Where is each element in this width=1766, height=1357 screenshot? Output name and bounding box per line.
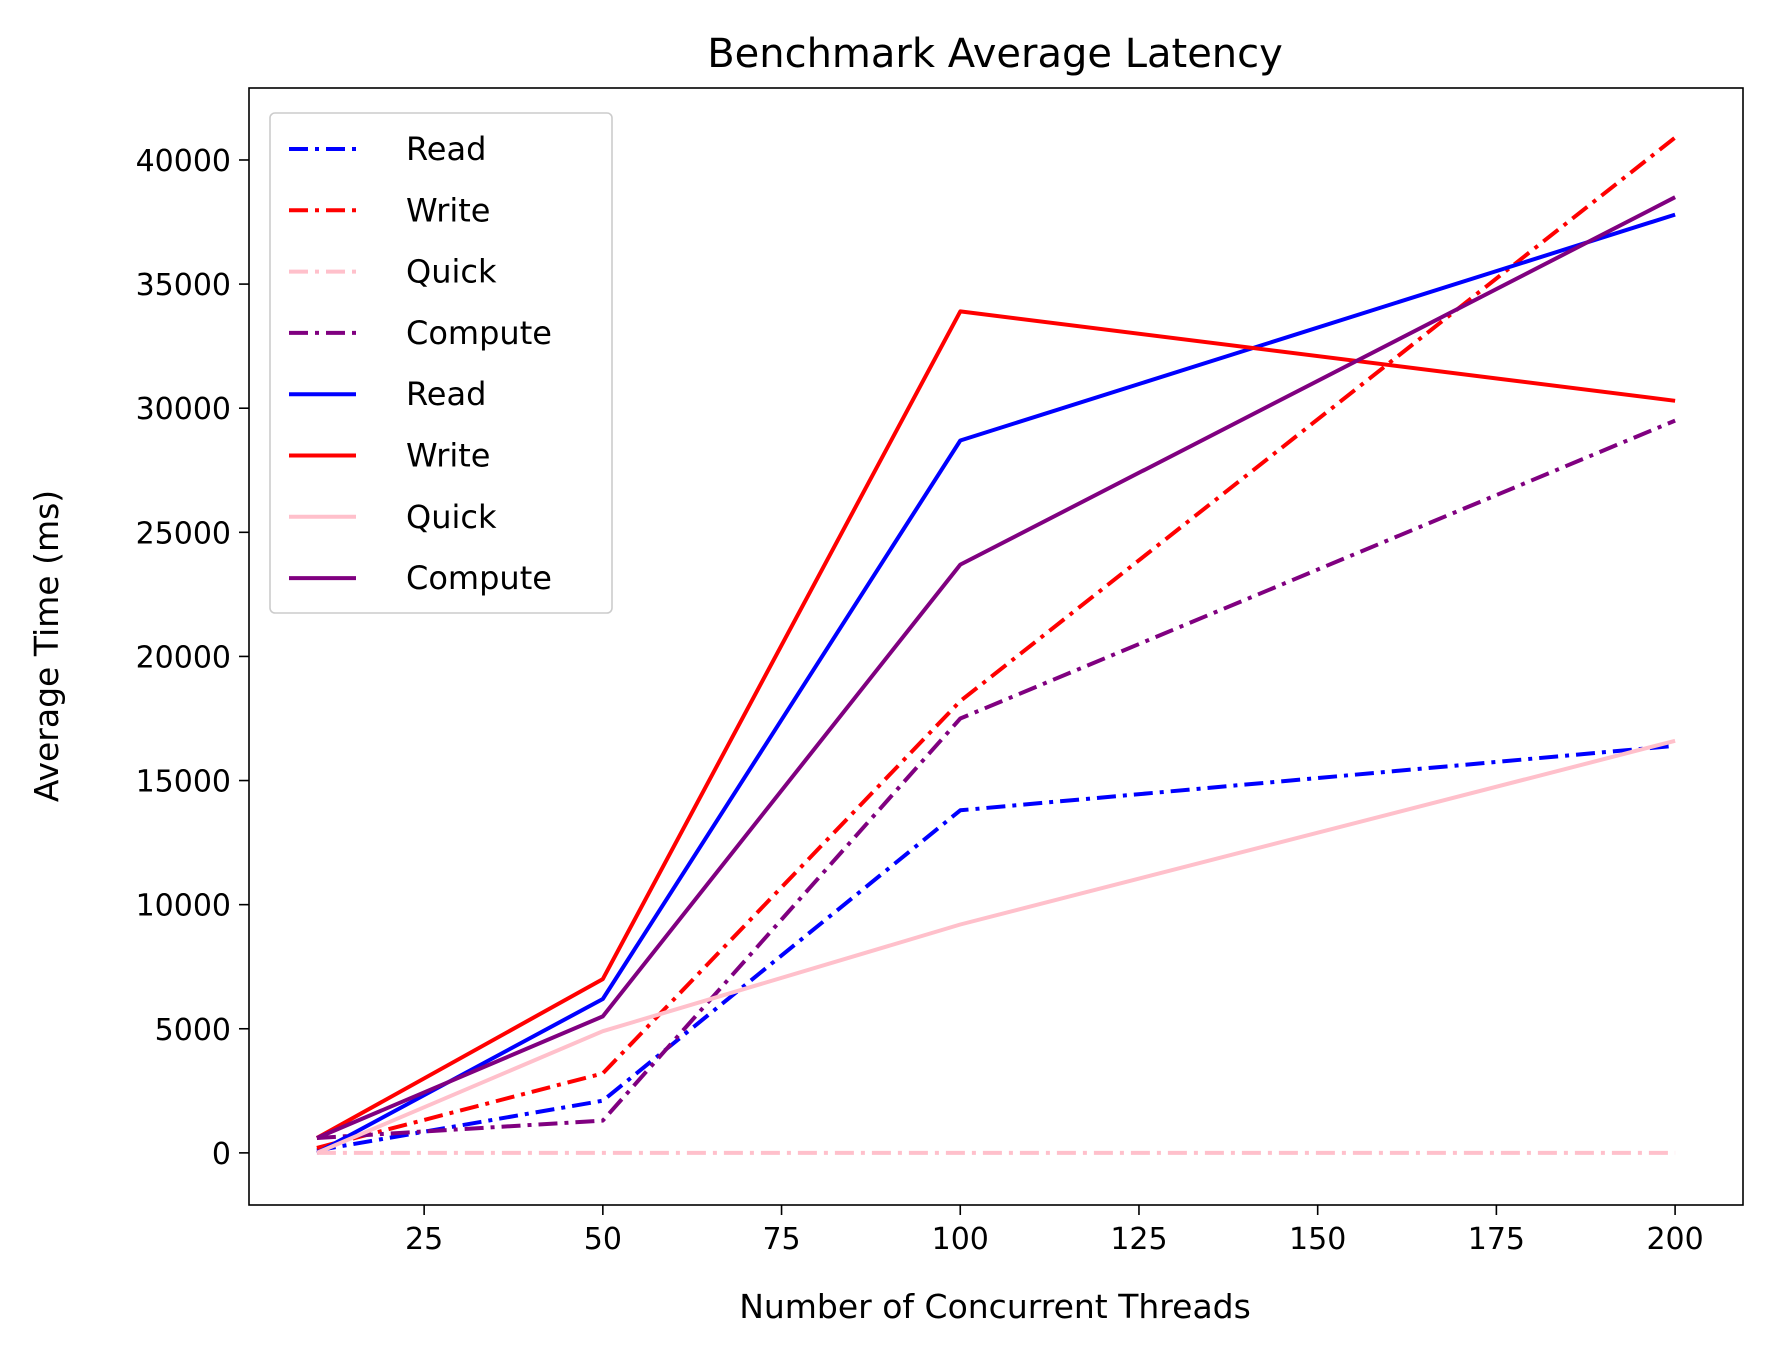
x-tick-label: 75 [762,1222,800,1257]
legend-label: Compute [406,559,552,597]
y-tick-label: 25000 [136,516,231,551]
legend-label: Quick [406,498,497,536]
plot-area-frame [248,87,1744,1206]
y-tick-label: 35000 [136,268,231,303]
series-line-write-dashdot [316,136,1677,1150]
x-tick-label: 50 [584,1222,622,1257]
series-line-compute-dashdot [316,418,1676,1140]
series-line-quick-solid [316,738,1676,1155]
y-tick-label: 15000 [136,765,231,800]
x-axis-label: Number of Concurrent Threads [739,1287,1251,1326]
legend: Read Write Quick Compute Read Write Quick Compu… [269,112,613,614]
y-tick-label: 5000 [155,1013,231,1048]
x-tick-label: 125 [1110,1222,1167,1257]
chart-title: Benchmark Average Latency [707,31,1283,77]
y-axis-label: Average Time (ms) [27,490,66,802]
x-tick-label: 175 [1468,1222,1525,1257]
legend-label: Compute [406,314,552,352]
x-axis: 25 50 75 100 125 150 175 200 [405,1205,1704,1257]
y-tick-label: 0 [212,1137,231,1172]
legend-box [269,112,613,614]
y-tick-label: 30000 [136,392,231,427]
legend-label: Read [406,130,486,168]
series-layer [315,136,1677,1155]
y-tick-label: 10000 [136,889,231,924]
series-line-compute-solid [316,195,1677,1140]
legend-label: Read [406,375,486,413]
legend-label: Write [406,191,490,229]
legend-label: Write [406,437,490,475]
y-tick-label: 20000 [136,640,231,675]
series-line-write-solid [315,309,1676,1140]
x-tick-label: 100 [932,1222,989,1257]
legend-label: Quick [406,253,497,291]
series-line-read-dashdot [316,743,1676,1153]
y-axis: 0 5000 10000 15000 20000 25000 30000 35000 40000 [136,144,249,1172]
y-tick-label: 40000 [136,144,231,179]
x-tick-label: 150 [1289,1222,1346,1257]
x-tick-label: 200 [1646,1222,1703,1257]
x-tick-label: 25 [405,1222,443,1257]
